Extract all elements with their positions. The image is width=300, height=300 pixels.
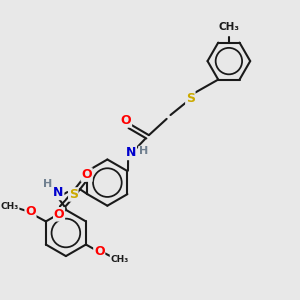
- Text: CH₃: CH₃: [1, 202, 19, 211]
- Text: O: O: [121, 114, 131, 127]
- Text: O: O: [54, 208, 64, 221]
- Text: O: O: [81, 168, 92, 181]
- Text: H: H: [44, 179, 53, 189]
- Text: O: O: [94, 245, 105, 258]
- Text: S: S: [186, 92, 195, 105]
- Text: O: O: [25, 206, 36, 218]
- Text: N: N: [53, 187, 64, 200]
- Text: CH₃: CH₃: [218, 22, 239, 32]
- Text: S: S: [69, 188, 78, 201]
- Text: N: N: [126, 146, 136, 160]
- Text: H: H: [139, 146, 148, 157]
- Text: CH₃: CH₃: [110, 255, 128, 264]
